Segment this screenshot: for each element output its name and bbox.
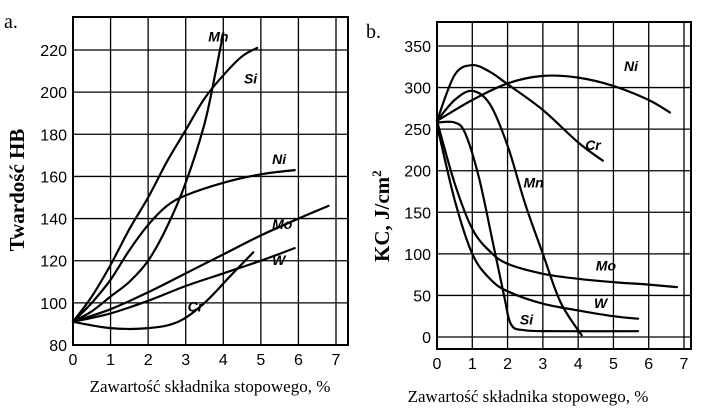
series-line-ni [71,169,296,323]
y-tick-label: 160 [40,169,67,186]
x-tick-label: 2 [144,352,153,369]
x-tick-label: 4 [219,352,228,369]
panel-b-curve-labels: Ni Cr Mn Mo W Si [520,58,639,328]
panel-b-y-axis-label: KC, J/cm2 [369,170,394,262]
series-label-mn: Mn [523,174,543,190]
series-label-w: W [272,252,287,268]
series-label-ni: Ni [624,58,639,74]
x-tick-label: 7 [680,356,689,373]
panel-b-curves [435,63,678,337]
panel-a: a. 0 1 2 3 4 5 6 7 80 100 120 140 160 180 200 220 Mn Si N… [4,11,349,396]
y-tick-label: 100 [40,296,67,313]
x-tick-label: 6 [294,352,303,369]
x-tick-label: 4 [574,356,583,373]
series-label-mo: Mo [272,216,293,232]
x-tick-label: 0 [433,356,442,373]
x-tick-label: 1 [468,356,477,373]
panel-a-x-axis-label: Zawartość składnika stopowego, % [90,377,331,396]
series-line-si [71,46,259,323]
series-label-si: Si [520,312,534,328]
y-tick-label: 140 [40,212,67,229]
series-label-ni: Ni [272,151,287,167]
series-line-ni [435,74,671,122]
series-line-mn [71,32,225,323]
y-tick-label: 80 [49,338,67,355]
x-tick-label: 3 [538,356,547,373]
y-tick-label: 250 [404,122,431,139]
y-tick-label: 50 [413,288,431,305]
y-tick-label: 220 [40,43,67,60]
y-tick-label: 0 [422,330,431,347]
y-tick-label: 120 [40,254,67,271]
x-tick-label: 5 [256,352,265,369]
panel-b-y-axis-label-main: KC, J/cm [370,176,394,262]
x-tick-label: 3 [181,352,190,369]
x-tick-label: 6 [644,356,653,373]
x-tick-label: 5 [609,356,618,373]
panel-b-x-axis-label: Zawartość składnika stopowego, % [408,387,649,406]
y-tick-label: 200 [404,164,431,181]
series-label-mn: Mn [208,29,228,45]
series-line-mo [71,204,330,323]
panel-b-grid [437,22,691,349]
series-label-cr: Cr [585,137,602,153]
panel-a-curve-labels: Mn Si Ni Mo W Cr [188,29,293,315]
series-label-si: Si [244,71,258,87]
x-tick-label: 0 [69,352,78,369]
series-line-si [435,120,640,333]
y-tick-label: 300 [404,81,431,98]
y-tick-label: 100 [404,247,431,264]
x-tick-label: 2 [503,356,512,373]
x-tick-label: 7 [332,352,341,369]
series-label-w: W [594,295,609,311]
series-line-mn [435,89,583,337]
series-line-mo [435,119,678,289]
series-line-cr [435,63,604,162]
series-line-w [71,247,296,323]
y-tick-label: 180 [40,127,67,144]
x-tick-label: 1 [106,352,115,369]
y-tick-label: 150 [404,205,431,222]
panel-a-label: a. [4,11,18,33]
panel-a-curves [71,32,330,331]
panel-a-tick-labels: 0 1 2 3 4 5 6 7 80 100 120 140 160 180 200 220 [40,43,340,369]
panel-b-tick-labels: 0 1 2 3 4 5 6 7 0 50 100 150 200 250 300 350 [404,39,688,373]
series-line-w [435,123,640,320]
panel-a-plot-frame [72,16,349,346]
panel-a-y-axis-label: Twardość HB [5,129,29,252]
panel-b: b. 0 1 2 3 4 5 6 7 0 50 100 150 200 250 300 350 Ni Cr Mn M… [366,21,692,406]
panel-b-plot-frame [436,21,692,350]
y-tick-label: 350 [404,39,431,56]
panel-b-label: b. [366,21,381,43]
series-label-cr: Cr [188,298,205,314]
y-tick-label: 200 [40,85,67,102]
panel-b-y-axis-label-superscript: 2 [369,170,384,177]
series-label-mo: Mo [596,257,617,273]
series-line-cr [71,251,255,331]
